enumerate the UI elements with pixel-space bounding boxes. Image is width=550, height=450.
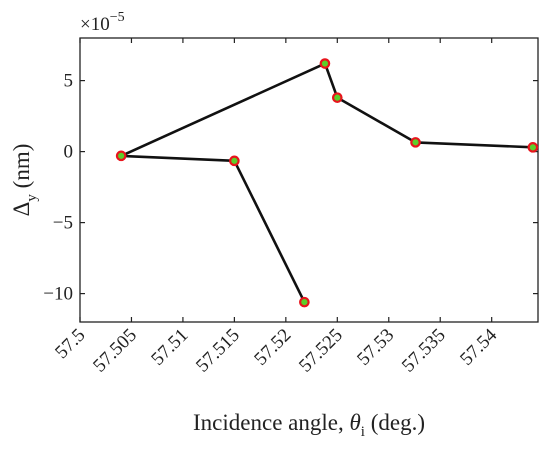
data-point [299,296,310,308]
x-tick-label: 57.525 [295,325,347,377]
y-tick-label: 0 [64,142,74,163]
data-point [319,58,331,69]
x-tick-label: 57.54 [456,324,501,369]
y-tick-label: 5 [64,71,74,92]
x-tick-label: 57.5 [51,325,89,363]
y-tick-label: −5 [53,213,73,234]
x-axis-label-subscript: i [361,424,365,440]
x-tick-label: 57.53 [353,325,398,370]
data-point [115,150,127,162]
x-axis-label: Incidence angle, θi (deg.) [193,410,425,440]
x-tick-label: 57.535 [398,325,450,377]
y-axis-exponent: ×10−5 [80,10,125,35]
x-tick-label: 57.52 [250,325,295,370]
x-tick-label: 57.515 [192,325,244,377]
series-group [115,58,539,308]
y-axis-label: Δy (nm) [9,144,40,217]
x-tick-label: 57.51 [147,325,192,370]
y-axis-label-symbol: Δ [9,202,34,217]
x-axis-label-symbol: θ [349,410,360,435]
data-point [527,142,539,153]
y-axis-ticks: 5 0 −5 −10 [43,71,538,305]
x-axis-label-prefix: Incidence angle, [193,410,349,435]
y-axis-label-suffix: (nm) [9,144,34,194]
y-tick-label: −10 [43,284,73,305]
y-exponent-base: ×10 [80,14,110,35]
y-axis-label-subscript: y [24,194,40,202]
plot-area [79,37,539,323]
y-exponent-power: −5 [110,10,125,25]
x-tick-label: 57.505 [89,325,141,377]
data-point [332,92,343,103]
data-point [410,137,421,148]
x-axis-label-suffix: (deg.) [365,410,425,435]
data-point [229,155,240,167]
